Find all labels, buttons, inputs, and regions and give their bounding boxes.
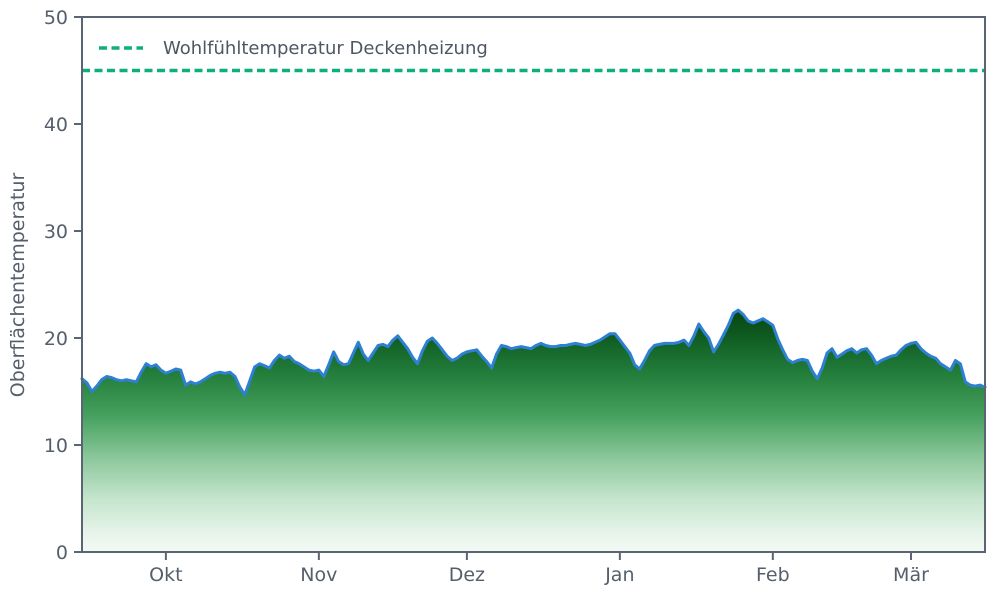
plot-border	[81, 16, 986, 553]
legend: Wohlfühltemperatur Deckenheizung	[99, 38, 488, 59]
y-axis-label: Oberflächentemperatur	[7, 173, 29, 398]
y-tick-label: 10	[44, 435, 68, 457]
y-tick-label: 20	[44, 328, 68, 350]
y-tick-label: 40	[44, 114, 68, 136]
legend-label: Wohlfühltemperatur Deckenheizung	[163, 38, 488, 59]
x-tick-label: Mär	[893, 564, 929, 586]
axis-ticks: 0 10 20 30 40 50 Okt Nov Dez Jan Feb Mär	[44, 7, 929, 586]
x-tick-label: Okt	[149, 564, 182, 586]
temperature-line	[80, 308, 987, 397]
y-tick-label: 50	[44, 7, 68, 29]
x-tick-label: Feb	[756, 564, 790, 586]
y-tick-label: 0	[56, 542, 68, 564]
x-tick-label: Dez	[449, 564, 485, 586]
x-tick-label: Jan	[604, 564, 634, 586]
x-tick-label: Nov	[300, 564, 337, 586]
y-tick-label: 30	[44, 221, 68, 243]
